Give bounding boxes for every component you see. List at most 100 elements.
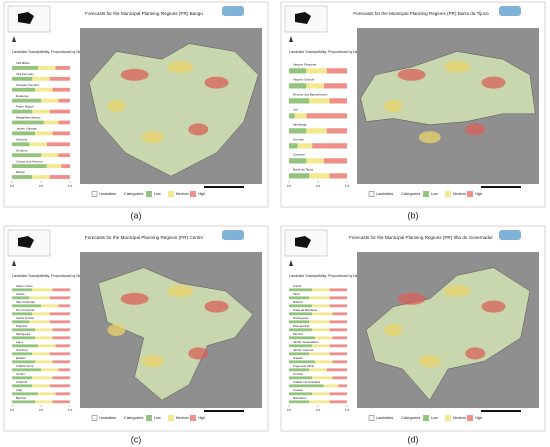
legend-swatch [168,191,174,197]
susceptibility-bar [58,120,70,125]
susceptibility-bar [329,288,347,292]
susceptibility-zone [167,285,194,297]
north-arrow [289,36,293,42]
neighborhood-label: Vila Kennedy [16,72,34,76]
susceptibility-bar [12,368,41,372]
susceptibility-bar [289,400,310,404]
neighborhood-label: Paquetá [16,324,28,328]
neighborhood-label: Grumari [293,137,304,141]
susceptibility-bar [55,344,70,348]
susceptibility-bar [32,376,53,380]
susceptibility-bar [52,360,70,364]
susceptibility-bar [46,142,70,147]
susceptibility-zone [418,355,441,368]
legend-label: Low [431,416,438,420]
susceptibility-bar [289,384,324,388]
susceptibility-bar [12,164,47,168]
neighborhood-label: São Cristóvão [16,300,35,304]
susceptibility-bar [326,128,347,134]
legend-title: Categories [401,415,420,420]
susceptibility-zone [107,324,126,336]
neighborhood-label: Santo Cristo [16,284,33,288]
neighborhood-label: Praia da Bandeira [293,308,317,312]
susceptibility-bar [323,158,347,164]
susceptibility-bar [32,312,50,316]
legend-swatch [190,191,196,197]
susceptibility-bar [309,173,330,179]
neighborhood-label: Cidade Nova [16,364,34,368]
neighborhood-label: Jardim Carioca [293,348,314,352]
legend-swatch [445,415,451,421]
neighborhood-label: Itanhangá [293,122,307,126]
neighborhood-label: Gamboa [16,348,28,352]
susceptibility-bar [289,336,316,340]
susceptibility-bar [38,392,56,396]
susceptibility-bar [332,336,347,340]
susceptibility-bar [43,120,59,125]
susceptibility-zone [481,300,506,313]
susceptibility-bar [312,304,330,308]
inset-highlight [18,236,34,248]
susceptibility-bar [41,98,59,103]
susceptibility-bar [289,173,310,179]
region-shape [365,267,531,401]
neighborhood-label: Tauá [293,292,300,296]
north-arrow [12,36,16,42]
legend-swatch [168,415,174,421]
neighborhood-label: Joá [293,107,298,111]
susceptibility-bar [312,312,333,316]
neighborhood-label: Centro [16,372,25,376]
susceptibility-bar [32,288,53,292]
susceptibility-bar [289,344,313,348]
susceptibility-bar [289,368,310,372]
susceptibility-zone [444,61,471,73]
susceptibility-bar [35,400,53,404]
susceptibility-zone [418,131,441,144]
susceptibility-bar [49,384,70,388]
susceptibility-bar [309,400,330,404]
susceptibility-bar [12,392,39,396]
bar-tick-label: 1.0 [345,184,350,188]
bar-tick-label: 0.0 [287,408,292,412]
susceptibility-bar [49,312,70,316]
neighborhood-label: Magalhães Bastos [16,116,41,120]
susceptibility-bar [58,304,70,308]
susceptibility-bar [12,109,33,114]
susceptibility-bar [29,320,50,324]
bar-tick-label: 1.0 [68,184,73,188]
legend-swatch [146,415,152,421]
susceptibility-bar [309,352,330,356]
legend-label: Low [154,416,161,420]
susceptibility-bar [315,360,333,364]
susceptibility-zone [465,123,486,136]
susceptibility-bar [12,384,33,388]
legend-label: Medium [453,192,466,196]
neighborhood-label: Senador Camará [16,83,39,87]
susceptibility-bar [326,68,347,74]
susceptibility-bar [312,376,333,380]
susceptibility-bar [12,175,33,179]
legend-label: Medium [453,416,466,420]
neighborhood-label: Vargem Pequena [293,62,316,66]
neighborhood-label: Estácio [16,356,26,360]
susceptibility-bar [289,352,310,356]
panel-title: Forecasts for the Municipal Planning Reg… [349,235,493,240]
susceptibility-bar [32,109,50,114]
bar-tick-label: 1.0 [345,408,350,412]
susceptibility-bar [32,384,50,388]
bar-tick-label: 1.0 [68,408,73,412]
legend-landslide-swatch [368,415,375,421]
legend-label: Medium [176,192,189,196]
panel-title: Forecasts for the Municipal Planning Reg… [85,235,204,240]
susceptibility-bar [35,328,53,332]
susceptibility-bar [49,320,70,324]
legend-label: Landslides [376,416,393,420]
susceptibility-bar [61,164,70,168]
susceptibility-bar [289,83,307,89]
legend-label: High [475,416,482,420]
susceptibility-bar [52,400,70,404]
neighborhood-label: Saúde [16,292,25,296]
susceptibility-bar [329,320,347,324]
neighborhood-label: Cidade Universitária [293,380,320,384]
neighborhood-label: Rio Comprido [16,308,35,312]
